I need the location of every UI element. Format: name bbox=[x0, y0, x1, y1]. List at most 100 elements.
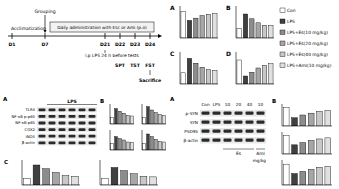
blot-row-label: PSD95 bbox=[184, 129, 198, 134]
band bbox=[202, 121, 210, 124]
grouping-arrow-head bbox=[44, 30, 47, 33]
bar bbox=[163, 142, 166, 150]
bar bbox=[131, 116, 134, 124]
bar bbox=[300, 143, 306, 154]
blot-row-label: iNOS bbox=[26, 134, 36, 139]
timeline-arrow bbox=[158, 34, 162, 38]
band bbox=[69, 128, 76, 131]
band bbox=[69, 135, 76, 138]
bar bbox=[111, 117, 114, 124]
event-label: SPT bbox=[115, 63, 126, 68]
bar bbox=[250, 19, 254, 38]
day-label: D7 bbox=[41, 42, 48, 47]
band bbox=[79, 108, 86, 111]
day-tick bbox=[105, 33, 106, 39]
plot-area bbox=[143, 134, 166, 150]
panel-label: C bbox=[170, 50, 175, 57]
blot-row-label: NF-κB p-p65 bbox=[12, 114, 36, 119]
group-line bbox=[256, 149, 265, 150]
band bbox=[89, 141, 96, 144]
bar bbox=[72, 176, 79, 185]
day-label: D22 bbox=[115, 42, 125, 47]
panel-label: B bbox=[100, 98, 104, 104]
lane-label: 10 bbox=[258, 102, 264, 107]
band bbox=[202, 130, 210, 133]
bar bbox=[308, 169, 314, 185]
bar bbox=[130, 174, 137, 185]
band bbox=[246, 112, 254, 115]
x-axis bbox=[282, 126, 332, 127]
blot-row-label: SYN bbox=[190, 120, 198, 125]
y-axis bbox=[282, 104, 283, 126]
band bbox=[202, 139, 210, 142]
band bbox=[257, 139, 265, 142]
bar bbox=[325, 110, 331, 126]
day-tick bbox=[150, 33, 151, 39]
x-axis bbox=[110, 150, 134, 151]
bar bbox=[292, 118, 298, 126]
y-axis bbox=[142, 130, 143, 150]
bar bbox=[308, 140, 314, 154]
x-axis bbox=[236, 84, 274, 85]
bar bbox=[237, 60, 241, 84]
x-axis bbox=[180, 38, 218, 39]
day-tick bbox=[12, 33, 13, 39]
legend-label: LPS bbox=[287, 19, 295, 24]
x-axis bbox=[110, 124, 134, 125]
band bbox=[69, 122, 76, 125]
band bbox=[246, 130, 254, 133]
bar bbox=[283, 164, 289, 185]
bar bbox=[181, 12, 185, 38]
grouping-arrow bbox=[45, 15, 46, 31]
y-axis bbox=[110, 104, 111, 124]
blot-row-label: β-actin bbox=[183, 138, 198, 143]
blot-strip bbox=[37, 114, 97, 119]
bar bbox=[119, 139, 122, 150]
bar bbox=[43, 169, 50, 185]
group-line bbox=[223, 149, 254, 150]
band bbox=[59, 128, 66, 131]
band bbox=[39, 122, 46, 125]
bar bbox=[111, 168, 118, 186]
bar bbox=[206, 70, 210, 84]
band bbox=[246, 121, 254, 124]
band bbox=[49, 141, 56, 144]
bar bbox=[121, 171, 128, 185]
bar bbox=[194, 18, 198, 38]
y-axis bbox=[100, 160, 101, 185]
bar bbox=[62, 176, 69, 185]
band bbox=[59, 115, 66, 118]
y-axis bbox=[282, 132, 283, 154]
bar bbox=[155, 113, 158, 124]
day-tick bbox=[120, 33, 121, 39]
bar bbox=[127, 115, 130, 124]
plot-area bbox=[23, 165, 78, 185]
blot-row-label: p-SYN bbox=[185, 111, 198, 116]
band bbox=[257, 121, 265, 124]
band bbox=[89, 115, 96, 118]
band bbox=[235, 112, 243, 115]
bar bbox=[262, 25, 266, 38]
bar bbox=[194, 63, 198, 84]
band bbox=[79, 115, 86, 118]
legend-label: Con bbox=[287, 8, 296, 13]
plot-area bbox=[283, 108, 331, 126]
band bbox=[235, 121, 243, 124]
bar bbox=[200, 16, 204, 38]
band bbox=[89, 128, 96, 131]
band bbox=[89, 108, 96, 111]
plot-area bbox=[237, 14, 273, 38]
plot-area bbox=[237, 60, 273, 84]
bar bbox=[206, 14, 210, 38]
band bbox=[39, 115, 46, 118]
y-axis bbox=[236, 52, 237, 84]
bar bbox=[163, 115, 166, 124]
bar bbox=[23, 179, 30, 185]
legend-swatch bbox=[280, 41, 285, 46]
day-label: D1 bbox=[8, 42, 15, 47]
event-label: FST bbox=[145, 63, 155, 68]
bar bbox=[187, 20, 191, 38]
bar bbox=[119, 111, 122, 124]
bar bbox=[269, 64, 273, 84]
band bbox=[39, 108, 46, 111]
